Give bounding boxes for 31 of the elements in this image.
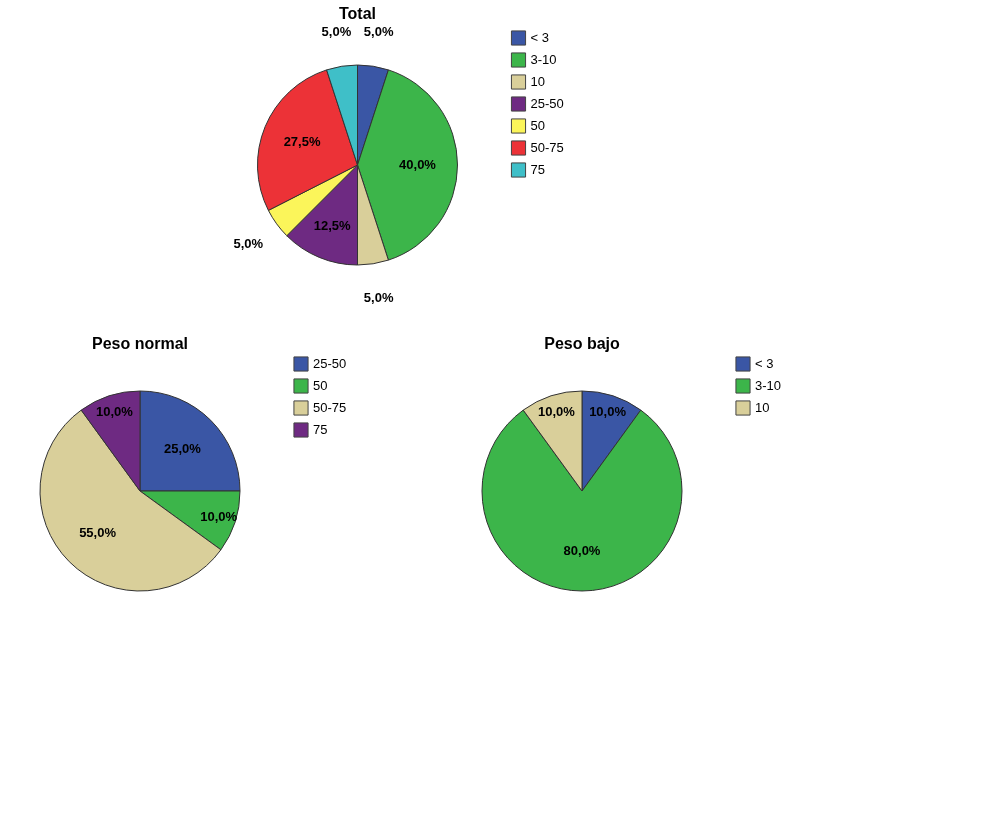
legend-label: 50-75 xyxy=(530,140,564,155)
legend-label: 50 xyxy=(530,118,545,133)
legend-label: 10 xyxy=(755,400,770,415)
data-label: 10,0% xyxy=(589,404,627,420)
legend-label: 25-50 xyxy=(313,356,347,371)
legend-label: 3-10 xyxy=(530,52,557,67)
data-label: 80,0% xyxy=(563,543,601,558)
data-label: 25,0% xyxy=(163,440,202,456)
legend-label: < 3 xyxy=(530,30,549,45)
data-label: 10,0% xyxy=(537,404,576,420)
legend-label: 50-75 xyxy=(313,400,347,415)
legend-label: 3-10 xyxy=(755,378,782,393)
legend-label: < 3 xyxy=(755,356,774,371)
legend-label: 75 xyxy=(313,422,328,437)
data-label: 5,0% xyxy=(233,236,264,252)
chart-title: Total xyxy=(338,4,377,22)
data-label: 12,5% xyxy=(313,218,352,234)
data-label: 40,0% xyxy=(399,157,437,172)
data-label: 5,0% xyxy=(321,23,352,39)
chart-title: Peso bajo xyxy=(544,335,621,352)
data-label: 55,0% xyxy=(79,525,117,541)
data-label: 5,0% xyxy=(363,290,394,306)
data-label: 5,0% xyxy=(363,23,394,39)
data-label: 27,5% xyxy=(283,134,321,150)
legend-label: 50 xyxy=(313,378,328,393)
legend-label: 75 xyxy=(530,162,545,177)
legend-label: 10 xyxy=(530,74,545,89)
legend-label: 25-50 xyxy=(530,96,564,111)
data-label: 10,0% xyxy=(200,508,238,524)
chart-title: Peso normal xyxy=(91,335,189,352)
data-label: 10,0% xyxy=(95,404,134,420)
